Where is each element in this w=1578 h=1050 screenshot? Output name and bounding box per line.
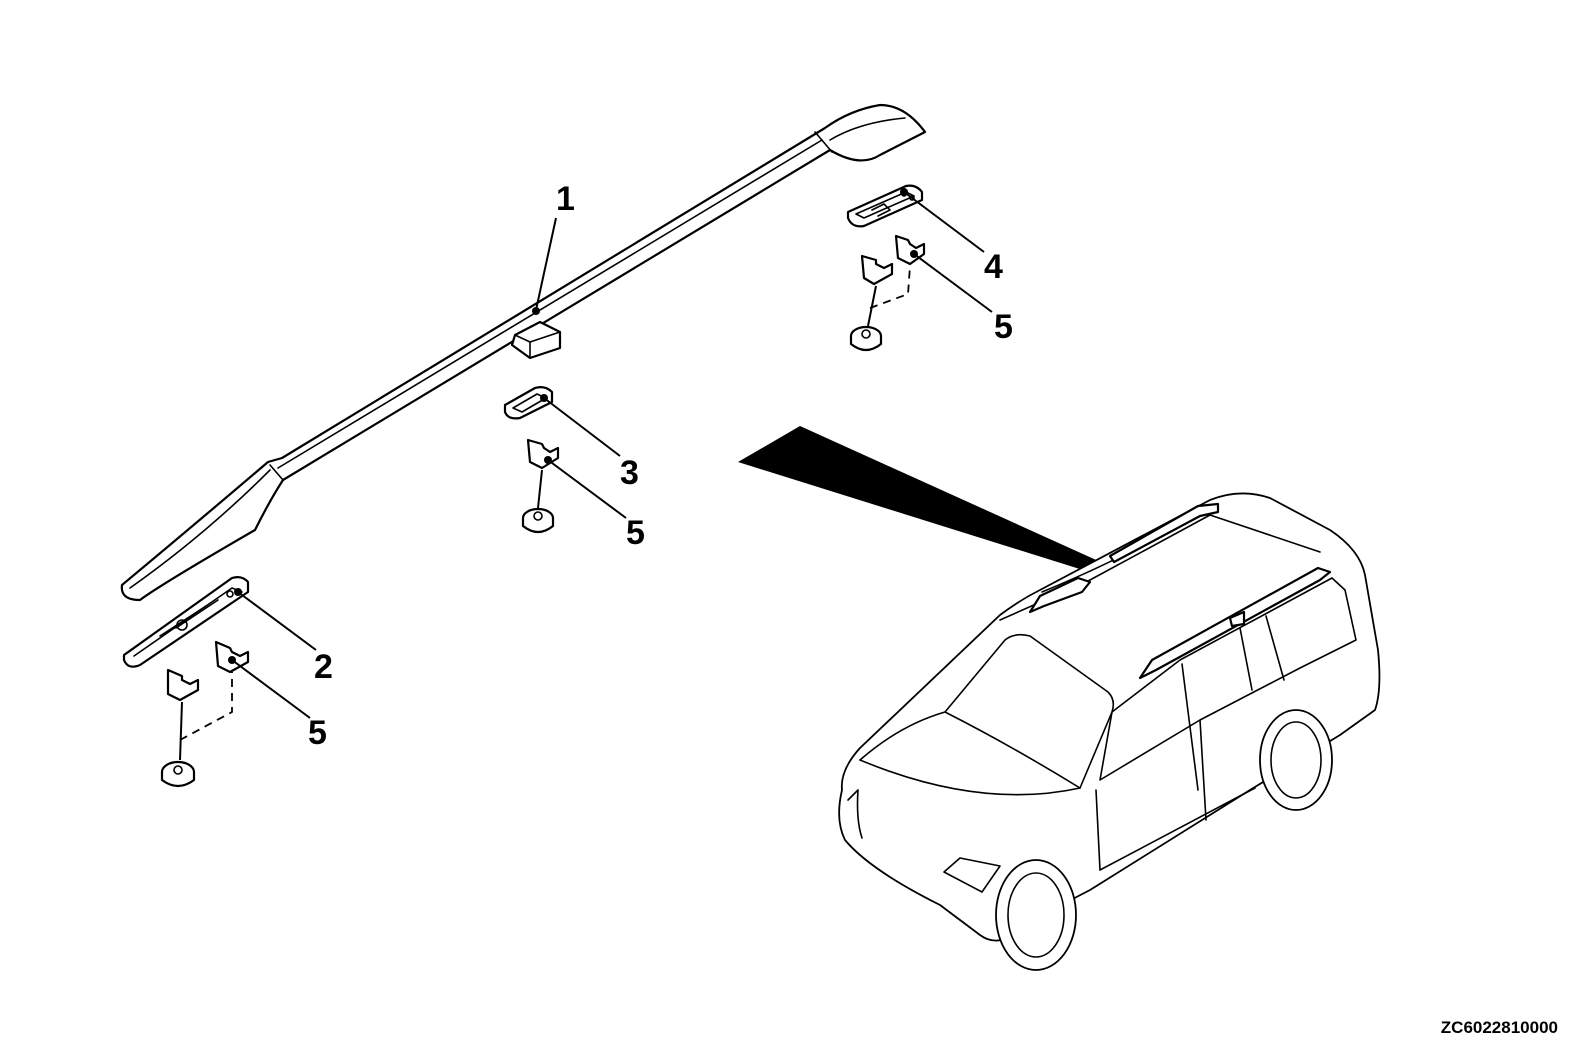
location-pointer [738,426,1198,606]
callout-3: 3 [620,454,639,492]
clip-group-front [160,640,250,788]
vehicle-outline [838,492,1381,971]
roof-rail-part [120,103,927,602]
front-cover-part [122,576,250,668]
callout-5-front: 5 [308,714,327,752]
center-cover-part [503,386,554,420]
leader-lines [228,188,993,719]
callout-5-center: 5 [626,514,645,552]
callout-2: 2 [314,648,333,686]
rear-cover-part [846,184,924,228]
reference-code: ZC6022810000 [1440,1018,1558,1037]
callout-4: 4 [984,248,1003,286]
assembly-lines [179,265,911,761]
callout-1: 1 [556,180,575,218]
callout-5-rear: 5 [994,308,1013,346]
